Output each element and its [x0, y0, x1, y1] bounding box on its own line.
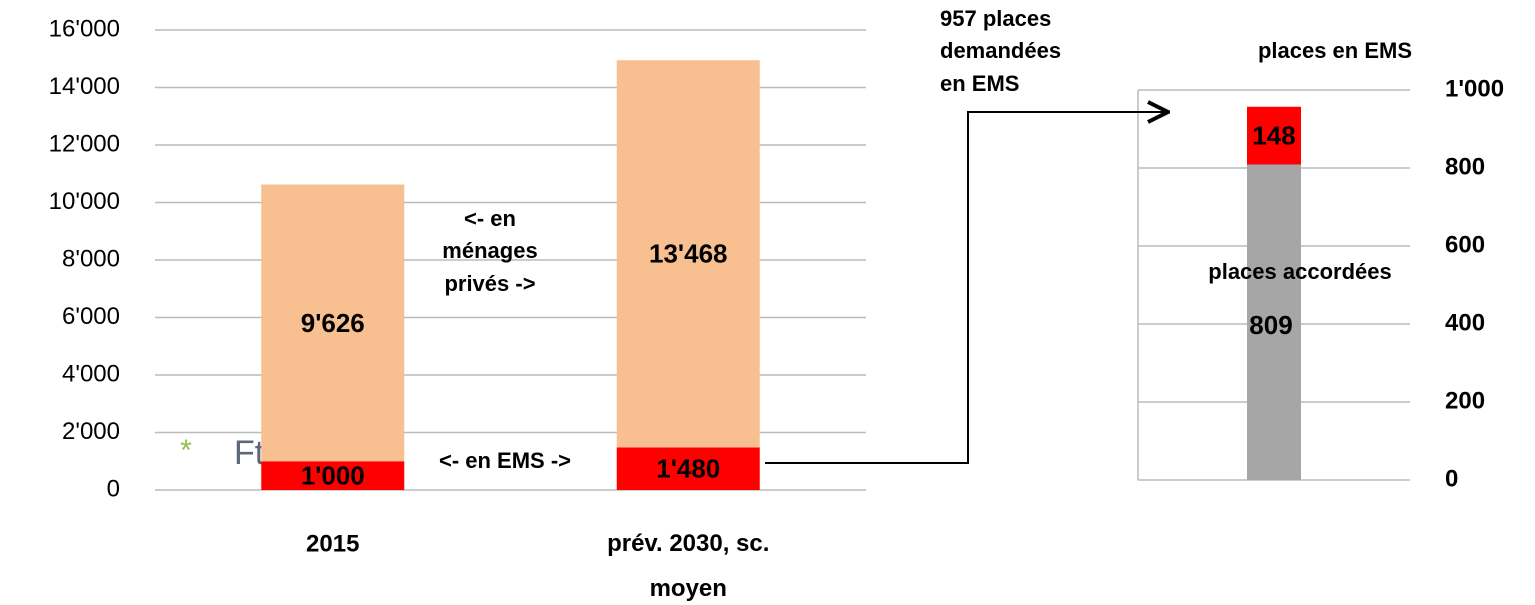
overlay-text: Ft	[234, 434, 265, 472]
y-tick-label: 14'000	[49, 73, 120, 100]
y-tick-label: 400	[1445, 309, 1485, 336]
bar-segment	[616, 60, 760, 448]
bar-segment	[616, 447, 760, 490]
y-tick-label: 8'000	[62, 245, 120, 272]
annotation: en EMS	[940, 71, 1019, 96]
connector-arrow	[765, 112, 1168, 464]
value-label: 809	[1249, 310, 1292, 340]
chart-title: places en EMS	[1258, 38, 1412, 63]
y-tick-label: 0	[107, 475, 120, 502]
annotation: <- en	[464, 206, 516, 231]
asterisk: *	[180, 434, 192, 467]
y-tick-label: 6'000	[62, 303, 120, 330]
bar-segment	[261, 184, 405, 462]
layer: 0 2'000 4'000 6'000 8'000 10'000 12'000 14'000 1…	[49, 6, 1504, 603]
y-tick-label: 600	[1445, 231, 1485, 258]
y-tick-label: 0	[1445, 465, 1458, 492]
y-tick-label: 16'000	[49, 15, 120, 42]
bar-segment	[261, 461, 405, 490]
y-tick-label: 200	[1445, 387, 1485, 414]
annotation: 957 places	[940, 6, 1051, 31]
value-label: 148	[1252, 121, 1295, 151]
x-tick-label-line: prév. 2030, sc.	[607, 530, 769, 557]
value-label: 13'468	[649, 239, 727, 269]
bar-segment	[1247, 106, 1301, 165]
x-tick-label-line: moyen	[650, 575, 727, 602]
value-label: 1'000	[301, 461, 365, 491]
y-tick-label: 800	[1445, 153, 1485, 180]
annotation: privés ->	[444, 271, 535, 296]
annotation: ménages	[442, 238, 537, 263]
x-tick-label: 2015	[306, 530, 359, 557]
y-tick-label: 10'000	[49, 188, 120, 215]
annotation: <- en EMS ->	[439, 448, 571, 473]
y-tick-label: 12'000	[49, 130, 120, 157]
y-tick-label: 4'000	[62, 360, 120, 387]
x-tick-label: prév. 2030, sc. moyen	[607, 530, 769, 602]
value-label: 9'626	[301, 308, 365, 338]
y-tick-label: 2'000	[62, 418, 120, 445]
annotation: places accordées	[1208, 259, 1391, 284]
value-label: 1'480	[656, 454, 720, 484]
annotation: demandées	[940, 38, 1061, 63]
y-tick-label: 1'000	[1445, 75, 1504, 102]
bar-segment	[1247, 164, 1301, 481]
